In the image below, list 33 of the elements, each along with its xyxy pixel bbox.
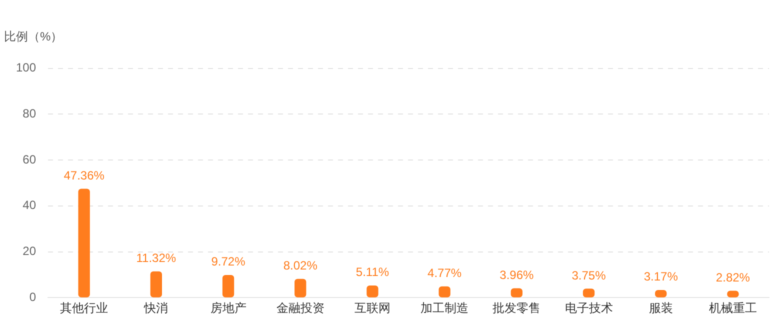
bar — [78, 188, 90, 298]
bar — [438, 286, 450, 298]
y-tick-label: 80 — [22, 106, 36, 121]
x-tick-label: 机械重工 — [708, 301, 757, 316]
y-tick-label: 0 — [29, 290, 36, 304]
y-tick-label: 40 — [22, 198, 36, 212]
data-label: 3.75% — [572, 268, 606, 282]
x-tick-label: 快消 — [143, 301, 168, 316]
x-tick-label: 金融投资 — [276, 301, 324, 316]
bar — [150, 271, 162, 298]
data-label: 2.82% — [716, 270, 750, 284]
data-label: 5.11% — [356, 265, 390, 280]
x-tick-label: 电子技术 — [564, 301, 613, 316]
y-tick-label: 60 — [22, 152, 36, 166]
x-tick-label: 批发零售 — [492, 301, 541, 316]
y-axis-title: 比例（%） — [4, 30, 63, 44]
x-tick-label: 其他行业 — [60, 301, 108, 316]
bar — [222, 274, 234, 298]
data-label: 3.17% — [644, 270, 678, 284]
x-tick-label: 服装 — [648, 301, 673, 316]
x-tick-label: 房地产 — [210, 301, 246, 316]
x-tick-label: 互联网 — [354, 301, 390, 316]
data-label: 9.72% — [211, 254, 246, 269]
bar — [294, 278, 306, 298]
y-tick-label: 20 — [22, 244, 36, 258]
data-label: 8.02% — [283, 258, 318, 273]
data-label: 3.96% — [500, 268, 534, 282]
bar — [366, 286, 378, 298]
data-label: 4.77% — [428, 266, 462, 280]
y-tick-label: 100 — [16, 60, 36, 75]
x-tick-label: 加工制造 — [420, 301, 469, 316]
data-label: 11.32% — [136, 250, 176, 265]
data-label: 47.36% — [64, 168, 105, 182]
